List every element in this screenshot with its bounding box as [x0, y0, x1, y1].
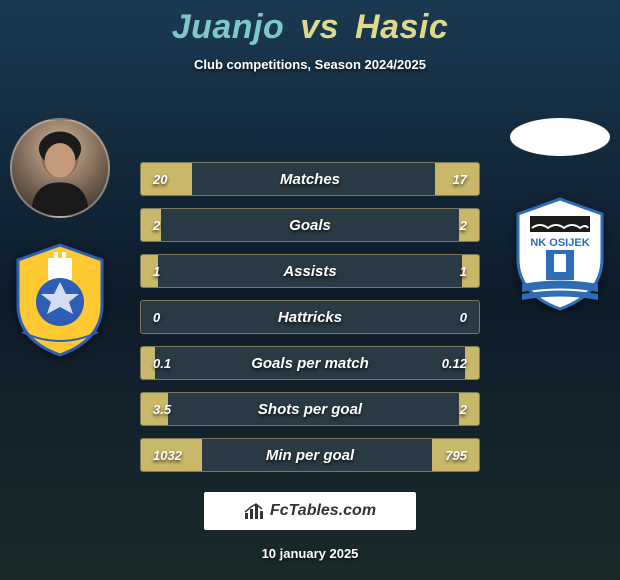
player2-column: NK OSIJEK	[510, 118, 610, 360]
date-text: 10 january 2025	[0, 546, 620, 561]
stat-row: 0 0 Hattricks	[140, 300, 480, 334]
player1-name: Juanjo	[172, 8, 285, 46]
stat-value-right: 795	[445, 448, 467, 463]
svg-text:NK OSIJEK: NK OSIJEK	[530, 237, 589, 249]
stat-value-left: 0	[153, 310, 160, 325]
player2-name: Hasic	[355, 8, 448, 46]
stat-label: Matches	[280, 171, 340, 188]
stat-value-right: 1	[460, 264, 467, 279]
stat-row: 1032 795 Min per goal	[140, 438, 480, 472]
stat-value-left: 20	[153, 172, 167, 187]
player2-club-badge: NK OSIJEK	[510, 194, 610, 314]
stat-value-left: 0.1	[153, 356, 171, 371]
stat-row: 3.5 2 Shots per goal	[140, 392, 480, 426]
player1-column	[10, 118, 110, 360]
comparison-title: Juanjo vs Hasic	[0, 0, 620, 47]
stat-value-left: 2	[153, 218, 160, 233]
stat-value-right: 0	[460, 310, 467, 325]
subtitle: Club competitions, Season 2024/2025	[0, 57, 620, 72]
footer: FcTables.com	[0, 492, 620, 530]
person-silhouette-icon	[12, 118, 108, 218]
fctables-brand: FcTables.com	[204, 492, 416, 530]
stat-value-left: 1	[153, 264, 160, 279]
stat-row: 0.1 0.12 Goals per match	[140, 346, 480, 380]
stat-row: 1 1 Assists	[140, 254, 480, 288]
player2-avatar-placeholder	[510, 118, 610, 156]
stat-value-right: 2	[460, 218, 467, 233]
stat-value-left: 1032	[153, 448, 182, 463]
vs-text: vs	[300, 8, 339, 46]
player1-avatar	[10, 118, 110, 218]
bar-chart-icon	[244, 502, 264, 520]
stat-row: 2 2 Goals	[140, 208, 480, 242]
stat-bar-right	[465, 347, 479, 379]
stat-row: 20 17 Matches	[140, 162, 480, 196]
stat-label: Hattricks	[278, 309, 342, 326]
club-badge-left-icon	[10, 240, 110, 360]
stat-label: Min per goal	[266, 447, 354, 464]
stat-label: Assists	[283, 263, 336, 280]
stat-value-left: 3.5	[153, 402, 171, 417]
club-badge-right-icon: NK OSIJEK	[510, 194, 610, 314]
stats-table: 20 17 Matches 2 2 Goals 1 1 Assists 0 0 Hattricks 0.…	[140, 162, 480, 472]
stat-value-right: 2	[460, 402, 467, 417]
stat-label: Goals per match	[251, 355, 369, 372]
stat-value-right: 0.12	[442, 356, 467, 371]
stat-label: Goals	[289, 217, 331, 234]
stat-value-right: 17	[453, 172, 467, 187]
brand-text: FcTables.com	[270, 502, 376, 520]
stat-label: Shots per goal	[258, 401, 362, 418]
player1-club-badge	[10, 240, 110, 360]
